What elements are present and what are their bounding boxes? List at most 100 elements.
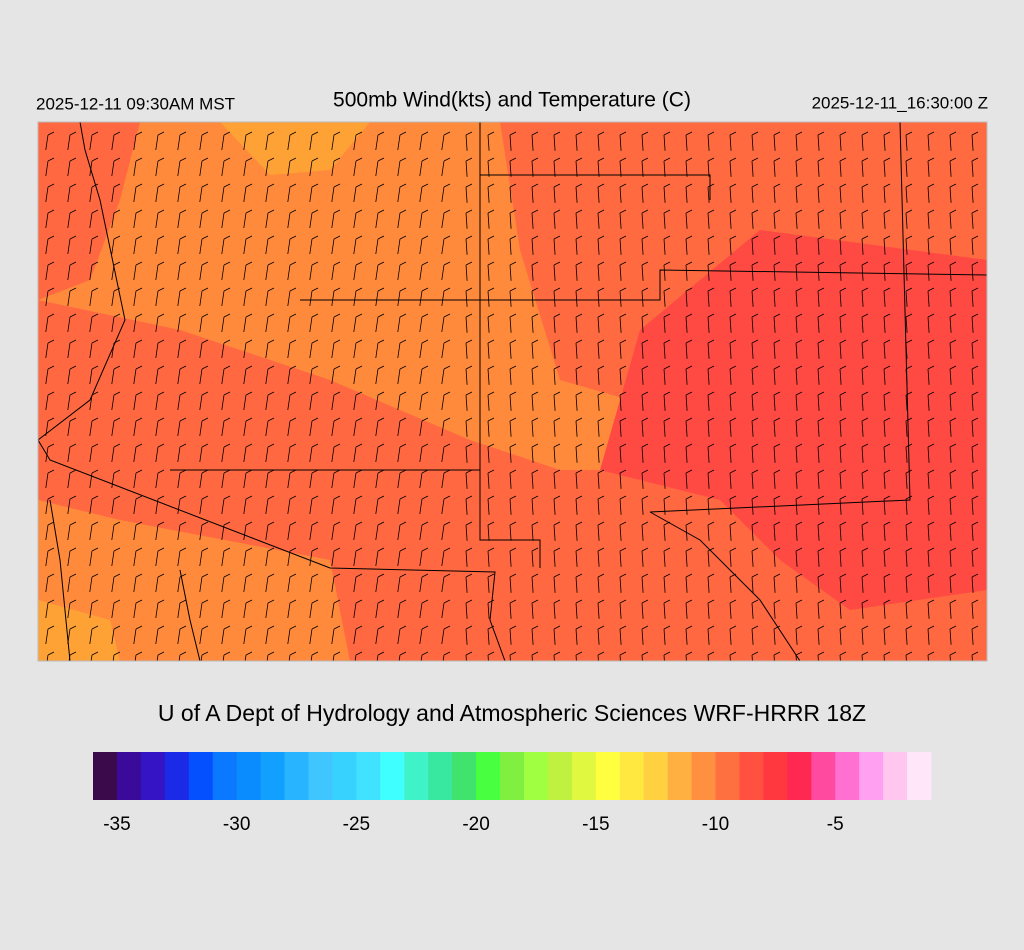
wind-barb xyxy=(883,599,891,619)
wind-barb xyxy=(883,391,891,411)
wind-barb xyxy=(751,495,759,515)
wind-barb xyxy=(817,573,825,593)
wind-barb xyxy=(905,209,913,229)
wind-barb xyxy=(949,443,957,463)
wind-barb xyxy=(729,209,737,229)
wind-barb xyxy=(553,469,561,489)
wind-barb xyxy=(817,313,825,333)
wind-barb xyxy=(67,261,77,281)
color-swatch xyxy=(284,752,309,800)
wind-barb xyxy=(707,235,715,255)
wind-barb xyxy=(553,235,561,255)
wind-barb xyxy=(509,287,517,307)
wind-barb xyxy=(287,365,297,385)
wind-barb xyxy=(927,547,935,567)
wind-barb xyxy=(243,157,253,177)
color-swatch xyxy=(715,752,740,800)
wind-barb xyxy=(663,495,671,515)
wind-barb xyxy=(707,573,715,593)
wind-barb xyxy=(487,521,495,541)
wind-barb xyxy=(309,365,319,385)
colorbar-tick-label: -25 xyxy=(343,814,370,835)
wind-barb xyxy=(89,391,99,411)
wind-barb xyxy=(487,417,495,437)
wind-barb xyxy=(375,261,385,281)
wind-barb xyxy=(861,469,869,489)
wind-barb xyxy=(685,599,693,619)
wind-barb xyxy=(331,495,341,515)
wind-barb xyxy=(597,469,605,489)
color-swatch xyxy=(332,752,357,800)
wind-barb xyxy=(817,651,825,661)
wind-barb xyxy=(397,313,407,333)
colorbar: -35 -30 -25 -20 -15 -10 -5 xyxy=(93,752,932,835)
wind-barb xyxy=(685,261,693,281)
wind-barb xyxy=(685,443,693,463)
wind-barb xyxy=(773,209,781,229)
valid-time: 2025-12-11_16:30:00 Z xyxy=(812,93,988,112)
wind-barb xyxy=(89,443,99,463)
wind-barb xyxy=(199,131,209,151)
wind-barb xyxy=(487,261,495,281)
wind-barb xyxy=(353,313,363,333)
wind-barb xyxy=(111,417,121,437)
wind-barb xyxy=(597,443,605,463)
wind-barb xyxy=(441,261,451,281)
wind-barb xyxy=(905,547,913,567)
wind-barb xyxy=(177,287,187,307)
wind-barb xyxy=(133,599,143,619)
wind-barb xyxy=(89,287,99,307)
wind-barb xyxy=(971,521,979,541)
wind-barb xyxy=(707,443,715,463)
wind-barb xyxy=(729,417,737,437)
wind-barb xyxy=(353,391,363,411)
wind-barb xyxy=(663,443,671,463)
wind-barb xyxy=(905,599,913,619)
color-swatch xyxy=(547,752,573,800)
wind-barb xyxy=(375,521,385,541)
color-swatch xyxy=(763,752,788,800)
wind-barb xyxy=(419,417,429,437)
wind-barb xyxy=(375,625,385,645)
wind-barb xyxy=(353,209,363,229)
wind-barb xyxy=(553,287,561,307)
wind-barb xyxy=(111,599,121,619)
wind-barb xyxy=(663,157,671,177)
wind-barb xyxy=(331,365,341,385)
wind-barb xyxy=(199,365,209,385)
wind-barb xyxy=(619,547,627,567)
wind-barb xyxy=(861,443,869,463)
wind-barb xyxy=(795,625,803,645)
wind-barb xyxy=(331,599,341,619)
wind-barb xyxy=(663,417,671,437)
wind-barb xyxy=(971,287,979,307)
wind-barb xyxy=(553,183,561,203)
wind-barb xyxy=(45,469,55,489)
wind-barb xyxy=(111,157,121,177)
wind-barb xyxy=(641,599,649,619)
wind-barb xyxy=(67,417,77,437)
wind-barb xyxy=(331,261,341,281)
wind-barb xyxy=(509,443,517,463)
wind-barb xyxy=(441,339,451,359)
wind-barb xyxy=(199,625,209,645)
wind-barb xyxy=(531,417,539,437)
wind-barb xyxy=(309,625,319,645)
wind-barb xyxy=(553,313,561,333)
wind-barb xyxy=(685,495,693,515)
wind-barb xyxy=(949,157,957,177)
color-swatch xyxy=(619,752,645,800)
wind-barb xyxy=(641,547,649,567)
wind-barb xyxy=(45,521,55,541)
wind-barb xyxy=(441,417,451,437)
wind-barb xyxy=(663,365,671,385)
wind-barb xyxy=(465,157,473,177)
wind-barb xyxy=(861,313,869,333)
wind-barb xyxy=(707,599,715,619)
wind-barb xyxy=(309,599,319,619)
wind-barb xyxy=(949,235,957,255)
wind-barb xyxy=(949,209,957,229)
wind-barb xyxy=(949,287,957,307)
wind-barb xyxy=(663,131,671,151)
wind-barb xyxy=(265,131,275,151)
